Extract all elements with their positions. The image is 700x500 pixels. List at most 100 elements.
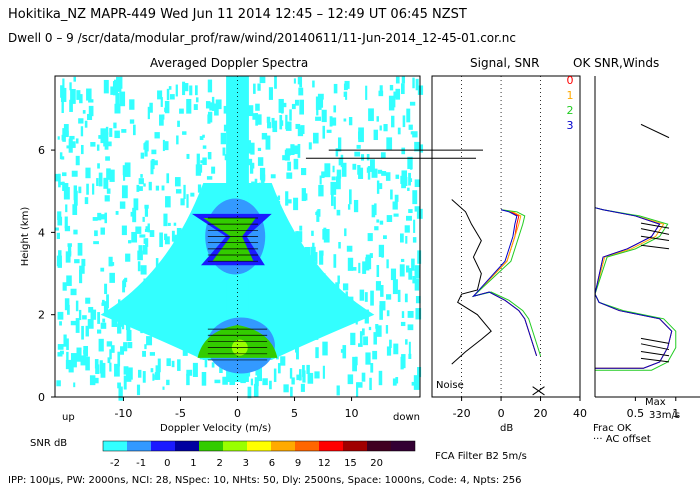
noise-speck [106, 341, 113, 347]
noise-speck [277, 195, 281, 201]
noise-speck [410, 131, 414, 135]
noise-speck [165, 196, 171, 208]
max-speed-label: 33m/s [649, 410, 681, 421]
noise-speck [161, 185, 165, 191]
colorbar-tick-label: 1 [190, 458, 196, 469]
ok-x-tick-label: 1 [672, 407, 679, 420]
noise-speck [152, 373, 155, 381]
noise-speck [144, 141, 148, 157]
wind-arrow [640, 235, 670, 241]
noise-speck [408, 124, 413, 130]
noise-speck [70, 320, 77, 326]
noise-speck [417, 367, 422, 378]
noise-speck [66, 275, 72, 286]
noise-speck [338, 157, 342, 166]
noise-speck [335, 176, 341, 190]
noise-speck [269, 380, 272, 390]
colorbar-swatch [127, 441, 151, 451]
noise-speck [250, 378, 254, 386]
noise-speck [114, 103, 121, 114]
noise-speck [209, 102, 215, 111]
noise-speck [160, 97, 163, 107]
noise-speck [111, 315, 118, 327]
noise-speck [85, 325, 89, 337]
noise-speck [84, 197, 89, 205]
noise-speck [157, 358, 161, 373]
noise-speck [109, 128, 113, 137]
noise-speck [411, 258, 415, 271]
noise-speck [386, 346, 392, 356]
noise-speck [322, 125, 326, 139]
noise-speck [103, 301, 109, 316]
noise-speck [211, 166, 216, 174]
noise-speck [145, 238, 149, 247]
noise-speck [358, 127, 364, 143]
noise-speck [280, 356, 286, 366]
colorbar-swatch [199, 441, 223, 451]
noise-speck [392, 201, 398, 210]
dwell-legend-3: 3 [567, 119, 574, 132]
noise-speck [329, 116, 333, 127]
noise-speck [119, 91, 126, 107]
noise-speck [361, 328, 365, 336]
noise-speck [377, 169, 383, 174]
noise-speck [257, 366, 262, 382]
noise-speck [70, 353, 77, 368]
noise-speck [69, 99, 73, 112]
spectra-xlabel: Doppler Velocity (m/s) [160, 423, 272, 434]
noise-speck [407, 187, 410, 191]
noise-speck [85, 167, 91, 179]
noise-speck [94, 230, 98, 237]
noise-speck [364, 292, 368, 302]
noise-speck [123, 170, 126, 181]
noise-speck [94, 359, 99, 369]
colorbar-tick-label: 0 [164, 458, 170, 469]
noise-speck [106, 168, 111, 180]
noise-speck [299, 369, 302, 381]
noise-speck [257, 114, 262, 125]
noise-speck [352, 267, 357, 271]
noise-speck [287, 161, 292, 171]
noise-speck [109, 169, 115, 182]
noise-speck [204, 358, 208, 368]
noise-speck [133, 124, 136, 136]
noise-speck [82, 110, 86, 114]
noise-speck [121, 185, 128, 199]
noise-speck [70, 288, 77, 296]
noise-speck [415, 308, 422, 320]
noise-speck [194, 85, 198, 96]
noise-speck [99, 214, 105, 220]
noise-speck [100, 362, 106, 378]
colorbar-swatch [319, 441, 343, 451]
noise-speck [397, 289, 401, 302]
noise-speck [85, 297, 91, 304]
noise-speck [62, 128, 66, 142]
colorbar-swatch [391, 441, 415, 451]
noise-speck [186, 98, 192, 114]
noise-speck [368, 108, 374, 122]
snr-db-label: SNR dB [30, 438, 68, 449]
noise-speck [349, 189, 352, 205]
noise-speck [389, 84, 394, 91]
noise-speck [412, 77, 415, 89]
noise-profile-line [451, 199, 492, 365]
noise-speck [319, 250, 324, 265]
noise-speck [336, 209, 341, 216]
noise-speck [93, 377, 99, 384]
noise-speck [383, 124, 388, 132]
noise-speck [105, 126, 109, 135]
wind-arrow [640, 244, 670, 250]
noise-speck [257, 157, 264, 166]
noise-speck [277, 363, 281, 374]
noise-speck [73, 76, 76, 82]
noise-speck [135, 226, 142, 234]
signal-x-tick-label: 20 [534, 407, 548, 420]
noise-speck [58, 173, 61, 188]
noise-speck [399, 233, 404, 243]
noise-speck [207, 114, 211, 124]
ok-title: OK SNR,Winds [573, 56, 660, 70]
noise-speck [400, 83, 405, 95]
noise-speck [363, 336, 369, 346]
noise-speck [149, 230, 155, 237]
